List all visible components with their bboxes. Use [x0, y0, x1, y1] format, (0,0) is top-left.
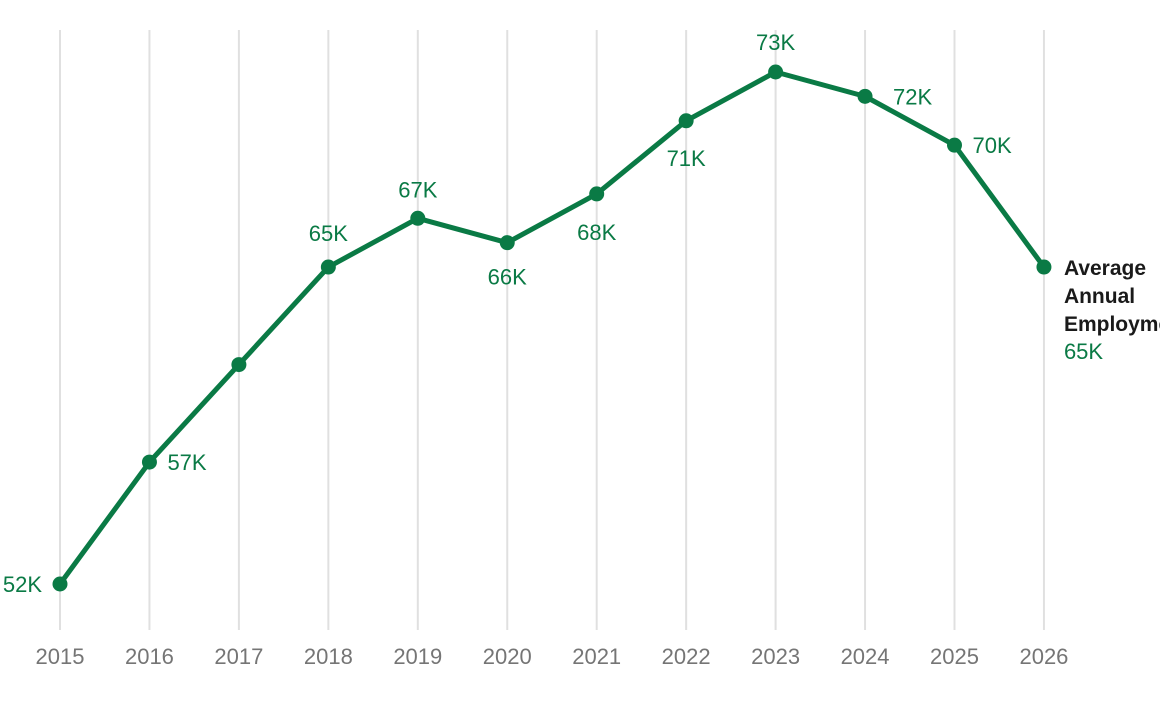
data-label-2021: 68K [577, 220, 616, 245]
data-label-2016: 57K [167, 450, 206, 475]
x-tick-label-2026: 2026 [1019, 644, 1068, 669]
series-name-line-1: Average [1064, 257, 1146, 280]
x-tick-label-2024: 2024 [841, 644, 890, 669]
x-tick-label-2020: 2020 [483, 644, 532, 669]
data-point-2024 [857, 88, 873, 104]
x-tick-label-2018: 2018 [304, 644, 353, 669]
data-point-2025 [947, 137, 962, 153]
data-label-2019: 67K [398, 177, 437, 202]
data-label-2020: 66K [488, 265, 527, 290]
data-label-2015: 52K [3, 572, 42, 597]
data-point-2015 [52, 576, 68, 592]
x-tick-label-2019: 2019 [393, 644, 442, 669]
data-point-2019 [410, 210, 426, 226]
x-tick-label-2017: 2017 [214, 644, 263, 669]
data-point-2023 [768, 64, 784, 80]
x-tick-label-2022: 2022 [662, 644, 711, 669]
data-label-2023: 73K [756, 30, 795, 55]
data-label-2026: 65K [1064, 339, 1103, 364]
series-name-line-3: Employment [1064, 313, 1160, 336]
series-line [57, 69, 1047, 587]
data-label-2018: 65K [309, 221, 348, 246]
data-point-2018 [320, 259, 336, 275]
data-label-2025: 70K [973, 133, 1012, 158]
x-tick-label-2021: 2021 [572, 644, 621, 669]
grid-lines [59, 30, 1045, 630]
x-tick-label-2025: 2025 [930, 644, 979, 669]
x-tick-label-2023: 2023 [751, 644, 800, 669]
data-point-2022 [678, 113, 694, 129]
data-label-2024: 72K [893, 84, 932, 109]
series-line-group [52, 64, 1052, 592]
x-tick-label-2016: 2016 [125, 644, 174, 669]
data-point-2016 [141, 454, 157, 470]
x-tick-label-2015: 2015 [36, 644, 85, 669]
series-name-line-2: Annual [1064, 285, 1135, 308]
data-point-2020 [499, 235, 515, 251]
series-end-label: Average Annual Employment 65K [1064, 257, 1160, 364]
data-point-2017 [231, 357, 247, 373]
data-point-2021 [589, 186, 605, 202]
data-labels: 52K 57K 65K 67K 66K 68K 71K 73K 72K 70K [3, 30, 1012, 597]
data-label-2022: 71K [667, 146, 706, 171]
x-axis-tick-labels: 2015 2016 2017 2018 2019 2020 2021 2022 2023 2024… [36, 644, 1069, 669]
data-point-2026 [1036, 259, 1052, 275]
